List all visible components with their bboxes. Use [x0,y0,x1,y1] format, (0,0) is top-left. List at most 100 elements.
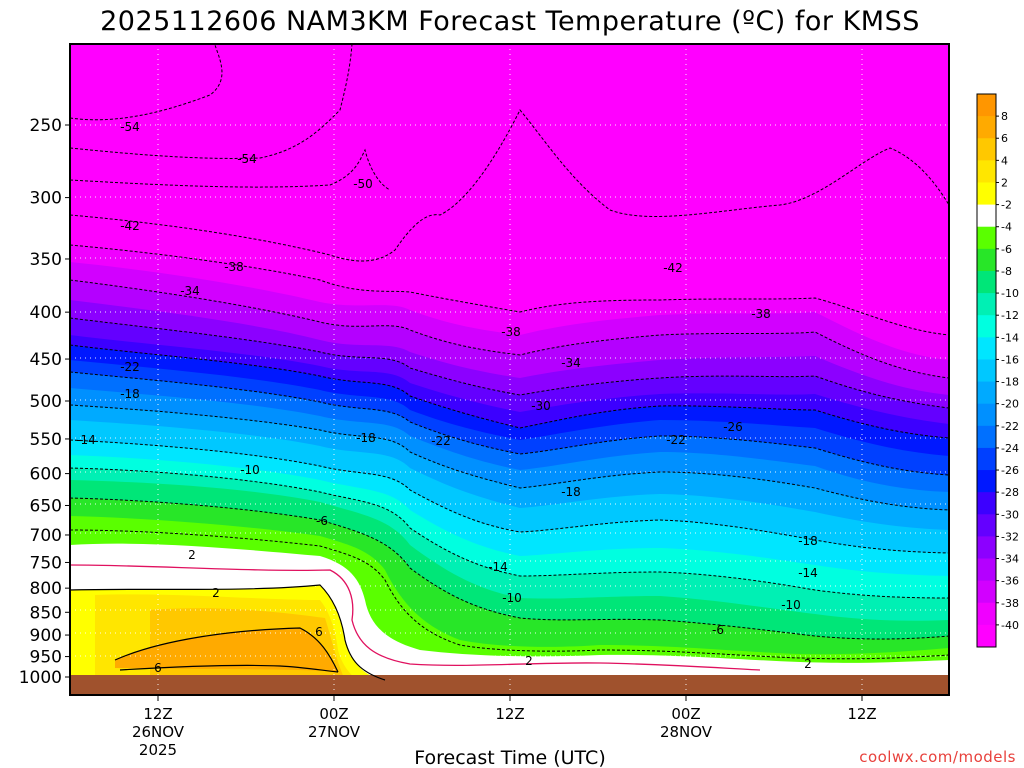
x-tick-label: 28NOV [660,723,713,741]
contour-label: -54 [120,120,140,134]
contour-label: -34 [180,284,200,298]
contour-minus54 [70,44,223,121]
colorbar-swatch [977,248,996,272]
colorbar-tick-label: -6 [1001,243,1012,256]
x-tick-label: 12Z [847,705,876,723]
credit-link[interactable]: coolwx.com/models [859,748,1016,766]
x-axis-label: Forecast Time (UTC) [414,747,605,768]
contour-label: 2 [212,586,220,600]
contour-minus26 [70,344,949,439]
colorbar-tick-label: -32 [1001,530,1019,543]
contour-label: -18 [798,534,818,548]
y-tick-label: 350 [30,250,62,270]
contour-2 [70,584,386,681]
contour-lines [70,44,949,681]
x-tick-label: 00Z [671,705,700,723]
colorbar-frame [976,93,997,648]
x-tick-label: 12Z [143,705,172,723]
colorbar-tick-label: -26 [1001,464,1019,477]
contour-minus42 [70,109,949,262]
contour-label: -42 [663,261,683,275]
contour-label: -18 [561,485,581,499]
band-6-8 [115,628,338,672]
x-tick-label: 12Z [495,705,524,723]
contour-label: -38 [501,325,521,339]
x-tick-label: 27NOV [308,723,361,741]
contour-minus2 [70,529,949,660]
colorbar-swatch [977,337,996,360]
contour-minus50 [70,148,391,191]
colorbar-swatch [977,138,996,161]
colorbar-swatch [977,182,996,206]
gridlines [70,44,949,695]
colorbar-swatch [977,381,996,405]
contour-label: -50 [353,177,373,191]
colorbar-tick-label: -40 [1001,619,1019,632]
contour-minus10 [70,467,949,599]
y-tick-label: 700 [30,526,62,546]
contour-label: -10 [781,598,801,612]
contour-minus14 [70,439,949,554]
contour-minus6 [70,497,949,640]
colorbar-tick-label: -20 [1001,398,1019,411]
y-tick-label: 750 [30,553,62,573]
contour-label: -26 [723,420,743,434]
colorbar-swatch [977,425,996,449]
contour-label: -22 [666,433,686,447]
contour-label: -10 [240,463,260,477]
colorbar-swatch [977,94,996,117]
contour-labels: -54 -54 -50 -42 -38 -42 -34 -38 -38 -34 … [76,120,818,675]
contour-minus34 [70,279,949,379]
colorbar-swatch [977,492,996,515]
contour-label: -34 [561,356,581,370]
colorbar-swatch [977,359,996,383]
chart-title: 2025112606 NAM3KM Forecast Temperature (… [100,6,920,37]
plot-area: -54 -54 -50 -42 -38 -42 -34 -38 -38 -34 … [70,44,949,695]
contour-6 [114,627,339,673]
contour-label: -18 [356,431,376,445]
contour-label: -22 [120,360,140,374]
colorbar-swatch [977,403,996,427]
y-tick-label: 500 [30,392,62,412]
colorbar-tick-label: -34 [1001,553,1019,566]
colorbar-tick-label: -24 [1001,442,1019,455]
contour-minus22 [70,371,949,476]
y-tick-label: 250 [30,116,62,136]
y-tick-label: 650 [30,496,62,516]
contour-label: -18 [120,387,140,401]
contour-minus18 [70,404,949,511]
x-tick-label: 26NOV [132,723,185,741]
contour-label: -42 [120,219,140,233]
colorbar-tick-label: -2 [1001,199,1012,212]
y-tick-label: 450 [30,350,62,370]
y-tick-label: 300 [30,189,62,209]
contour-label: -14 [798,566,818,580]
contour-minus38 [70,244,949,336]
colorbar-swatch [977,470,996,493]
colorbar-tick-label: 8 [1001,110,1008,123]
contour-label: 2 [188,548,196,562]
colorbar-tick-label: -4 [1001,221,1012,234]
y-tick-label: 1000 [19,668,62,688]
contour-label: -38 [751,307,771,321]
colorbar-tick-label: 6 [1001,132,1008,145]
colorbar-swatch [977,602,996,626]
colorbar-tick-label: -14 [1001,331,1019,344]
colorbar-swatch [977,270,996,294]
y-tick-label: 950 [30,648,62,668]
colorbar-swatch [977,116,996,139]
colorbar-swatch [977,624,996,648]
contour-label: -38 [224,260,244,274]
contour-label: 2 [525,654,533,668]
y-tick-label: 600 [30,465,62,485]
colorbar-swatch [977,536,996,560]
colorbar-tick-label: -28 [1001,486,1019,499]
colorbar-swatch [977,558,996,582]
contour-label: -6 [712,623,724,637]
contour-label: 6 [315,625,323,639]
colorbar-tick-label: -38 [1001,597,1019,610]
colorbar-tick-label: -18 [1001,376,1019,389]
x-tick-label: 2025 [139,741,177,759]
y-tick-label: 900 [30,626,62,646]
